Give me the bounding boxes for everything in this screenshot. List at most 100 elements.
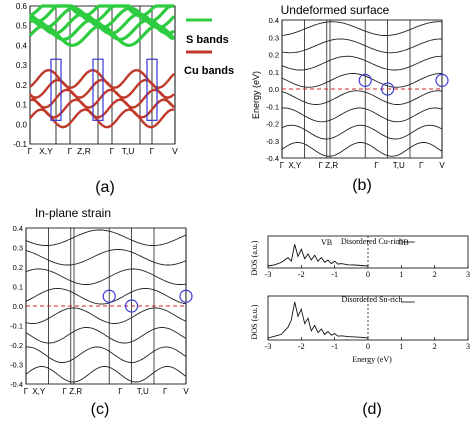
band-crossing-circle (358, 73, 372, 87)
panel-c-y-ticks: 0.4 0.3 0.2 0.1 0.0 -0.1 -0.2 -0.3 -0.4 (10, 224, 23, 389)
panel-a-y-tick: 0.0 (16, 120, 28, 129)
x-tick-label: T,U (393, 161, 405, 170)
panel-a: 0.6 0.5 0.4 0.3 0.2 0.1 0.0 -0.1 Γ X,Y Γ Z,R Γ T,U Γ V… (13, 2, 234, 196)
panel-a-cu-band (29, 98, 175, 119)
panel-c-title: In-plane strain (35, 206, 111, 220)
dos-curve (267, 244, 369, 267)
x-tick-label: Γ (280, 161, 285, 170)
x-tick-label: V (439, 161, 445, 170)
panel-a-y-tick: 0.1 (16, 101, 28, 110)
y-tick-label: 0.2 (269, 51, 279, 60)
y-tick-label: 0.2 (13, 263, 23, 272)
panel-b-title: Undeformed surface (281, 3, 390, 17)
band-line (281, 124, 443, 140)
x-tick-label: Γ Z,R (319, 161, 339, 170)
panel-a-gamma-box (146, 58, 158, 121)
panel-a-y-tick: 0.6 (16, 2, 28, 11)
panel-a-legend: S bands Cu bands (184, 18, 234, 77)
y-tick-label: 0.0 (13, 302, 23, 311)
dos-x-tick-label: 3 (466, 342, 470, 351)
x-tick-label: V (183, 387, 189, 396)
dos-x-tick-label: 0 (366, 342, 370, 351)
band-line (281, 90, 443, 105)
panel-d-top-y-label: DOS (a.u.) (250, 240, 259, 275)
panel-a-s-band (28, 6, 176, 30)
panel-c: In-plane strain 0.4 0.3 0.2 0.1 0.0 -0.1 -0.2 -… (10, 206, 193, 418)
y-tick-label: 0.1 (269, 68, 279, 77)
panel-a-x-tick: V (172, 146, 178, 156)
panel-a-cu-band (29, 68, 175, 90)
band-line (25, 346, 187, 363)
band-crossing-circle (435, 73, 449, 87)
x-tick-label: Γ (118, 387, 123, 396)
panel-a-x-tick: X,Y (39, 146, 53, 156)
band-line (25, 249, 187, 266)
x-tick-label: Γ Z,R (63, 387, 83, 396)
panel-d-x-label: Energy (eV) (352, 355, 392, 364)
panel-c-caption: (c) (91, 401, 110, 418)
band-line (25, 229, 187, 246)
y-tick-label: -0.2 (266, 120, 279, 129)
band-line (25, 366, 187, 383)
x-tick-label: Γ (24, 387, 29, 396)
band-line (25, 268, 187, 285)
dos-x-tick-label: -2 (298, 342, 305, 351)
dos-x-tick-label: 0 (366, 270, 370, 279)
panel-a-caption: (a) (95, 179, 115, 196)
x-tick-label: X,Y (288, 161, 302, 170)
panel-c-x-ticks: Γ X,Y Γ Z,R Γ T,U Γ V (24, 387, 190, 396)
band-line (25, 288, 187, 305)
y-tick-label: 0.1 (13, 283, 23, 292)
panel-d-caption: (d) (362, 401, 382, 418)
panel-b-y-label: Energy (eV) (251, 71, 261, 119)
band-line (281, 38, 442, 54)
panel-a-gamma-box (50, 58, 62, 121)
panel-d-cb-annotation: CB (398, 238, 409, 247)
band-crossing-circle (179, 289, 193, 303)
band-crossing-circle (102, 289, 116, 303)
y-tick-label: -0.4 (266, 154, 279, 163)
y-tick-label: -0.4 (10, 380, 23, 389)
panel-d-plot (267, 235, 469, 341)
panel-a-x-tick: Γ (28, 146, 33, 156)
band-crossing-circle (125, 299, 139, 313)
panel-b-caption: (b) (352, 177, 372, 194)
dos-x-tick-label: 2 (433, 270, 437, 279)
panel-a-s-band (29, 4, 174, 18)
panel-d-x-ticks: -3 -2 -1 0 1 2 3 -3 -2 -1 0 1 2 3 (265, 270, 470, 351)
panel-d-bottom-y-label: DOS (a.u.) (250, 304, 259, 339)
dos-x-tick-label: 2 (433, 342, 437, 351)
panel-a-x-tick: Γ (68, 146, 73, 156)
panel-b: Undeformed surface 0.4 0.3 0.2 0.1 0.0 -0.1 -0… (251, 3, 449, 194)
panel-a-y-tick: 0.2 (16, 81, 28, 90)
y-tick-label: -0.1 (266, 102, 279, 111)
y-tick-label: -0.3 (266, 137, 279, 146)
panel-a-x-ticks: Γ X,Y Γ Z,R Γ T,U Γ V (28, 146, 179, 156)
panel-a-y-tick: -0.1 (13, 140, 27, 149)
band-line (281, 142, 443, 157)
dos-x-tick-label: -3 (265, 342, 272, 351)
panel-a-plot (28, 4, 176, 145)
panel-c-plot (25, 227, 193, 385)
band-line (25, 327, 187, 344)
y-tick-label: -0.2 (10, 341, 23, 350)
panel-a-x-tick: T,U (122, 146, 135, 156)
panel-b-x-ticks: Γ X,Y Γ Z,R Γ T,U Γ V (280, 161, 446, 170)
x-tick-label: Γ (374, 161, 379, 170)
legend-label-cu-bands: Cu bands (184, 65, 234, 77)
y-tick-label: 0.3 (269, 33, 279, 42)
panel-a-s-band (29, 4, 174, 24)
y-tick-label: 0.3 (13, 244, 23, 253)
y-tick-label: 0.4 (13, 224, 23, 233)
x-tick-label: Γ (163, 387, 168, 396)
panel-a-y-ticks: 0.6 0.5 0.4 0.3 0.2 0.1 0.0 -0.1 (13, 2, 27, 149)
panel-a-x-tick: Γ (110, 146, 115, 156)
band-line (25, 307, 187, 324)
panel-d-vb-annotation: VB (321, 238, 332, 247)
band-line (281, 21, 443, 36)
panel-a-y-tick: 0.5 (16, 22, 28, 31)
dos-x-tick-label: 3 (466, 270, 470, 279)
panel-d-top-legend: Disordered Cu-rich (341, 237, 403, 246)
x-tick-label: T,U (137, 387, 149, 396)
